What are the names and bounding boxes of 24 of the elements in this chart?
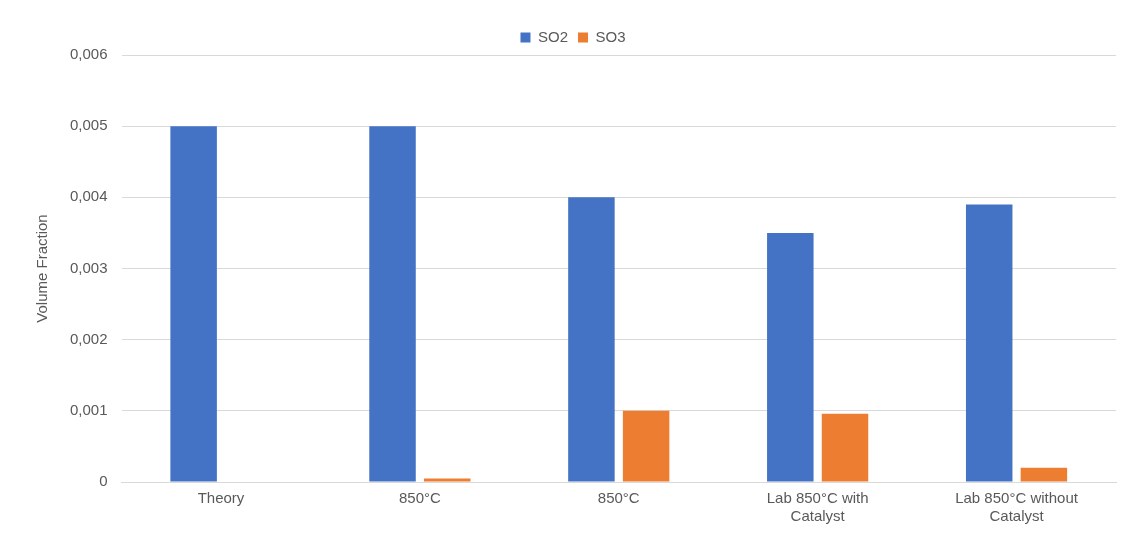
bar [767, 232, 814, 482]
y-tick-label: 0,001 [69, 400, 108, 418]
legend-label: SO3 [595, 27, 626, 45]
legend-label: SO2 [537, 27, 568, 45]
y-tick-label: 0,005 [69, 116, 108, 134]
x-tick-label: 850°C [398, 489, 441, 507]
bar [170, 126, 217, 482]
y-tick-label: 0 [99, 472, 108, 490]
x-tick-label: Lab 850°C without Catalyst [955, 489, 1079, 525]
bar [369, 126, 416, 482]
y-tick-label: 0,004 [69, 187, 108, 205]
bar [965, 204, 1013, 482]
bar [622, 410, 670, 482]
x-tick-label: Theory [197, 489, 245, 507]
y-axis-title: Volume Fraction [33, 214, 51, 323]
x-tick-label: 850°C [597, 489, 640, 507]
y-tick-label: 0,006 [69, 45, 108, 63]
y-tick-label: 0,003 [69, 258, 108, 276]
x-tick-label: Lab 850°C with Catalyst [766, 489, 869, 525]
bar [1020, 467, 1068, 482]
bar [423, 478, 471, 482]
y-tick-label: 0,002 [69, 329, 108, 347]
bar [568, 197, 615, 482]
bar [821, 413, 869, 482]
